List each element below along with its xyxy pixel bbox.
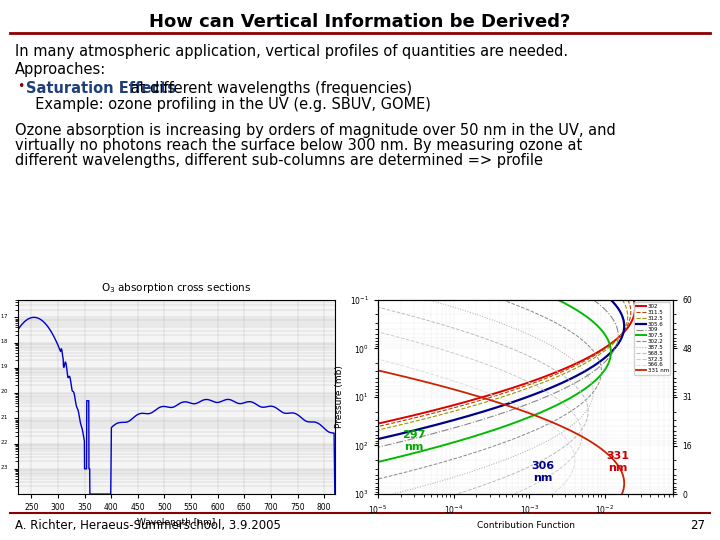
Text: How can Vertical Information be Derived?: How can Vertical Information be Derived? (149, 13, 571, 31)
Text: A. Richter, Heraeus-Summerschool, 3.9.2005: A. Richter, Heraeus-Summerschool, 3.9.20… (15, 519, 281, 532)
Text: virtually no photons reach the surface below 300 nm. By measuring ozone at: virtually no photons reach the surface b… (15, 138, 582, 153)
Title: O$_3$ absorption cross sections: O$_3$ absorption cross sections (102, 281, 251, 295)
Text: 297
nm: 297 nm (402, 430, 426, 451)
Y-axis label: Pressure (mb): Pressure (mb) (336, 366, 344, 428)
X-axis label: Contribution Function: Contribution Function (477, 521, 575, 530)
Text: 306
nm: 306 nm (531, 461, 554, 483)
Text: •: • (17, 80, 24, 93)
Text: In many atmospheric application, vertical profiles of quantities are needed.: In many atmospheric application, vertica… (15, 44, 568, 59)
Text: Ozone absorption is increasing by orders of magnitude over 50 nm in the UV, and: Ozone absorption is increasing by orders… (15, 123, 616, 138)
Text: Example: ozone profiling in the UV (e.g. SBUV, GOME): Example: ozone profiling in the UV (e.g.… (26, 97, 431, 112)
Text: different wavelengths, different sub-columns are determined => profile: different wavelengths, different sub-col… (15, 153, 543, 168)
Legend: 302, 311.5, 312.5, 305.6, 309, 307.5, 302.2, 387.5, 568.5, 572.5, 566.6, 331 nm: 302, 311.5, 312.5, 305.6, 309, 307.5, 30… (634, 302, 670, 375)
Text: Saturation Effects: Saturation Effects (26, 81, 176, 96)
Text: 27: 27 (690, 519, 705, 532)
Text: 331
nm: 331 nm (607, 451, 630, 473)
Text: at different wavelengths (frequencies): at different wavelengths (frequencies) (126, 81, 412, 96)
Text: Approaches:: Approaches: (15, 62, 107, 77)
X-axis label: Wavelength [nm]: Wavelength [nm] (138, 518, 215, 526)
